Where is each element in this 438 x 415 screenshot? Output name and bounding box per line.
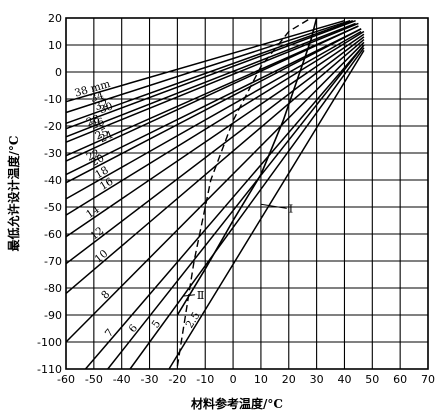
tick-labels: -60 -50 -40 -30 -20 -10 0 10 20 30 40 50 60 7020100-1… [37, 12, 435, 386]
series-lines [65, 19, 365, 370]
series-label: 10 [93, 248, 111, 266]
x-tick-label: -50 [85, 373, 103, 386]
series-label: 8 [99, 288, 112, 301]
series-label: 2.5 [184, 310, 203, 331]
series-line [65, 33, 365, 238]
series-label: 5 [150, 318, 164, 330]
series-label: 34 [89, 89, 106, 105]
y-tick-label: -80 [44, 282, 62, 295]
y-tick-label: 10 [48, 39, 62, 52]
series-label: 30 [98, 100, 115, 116]
series-line [65, 30, 362, 200]
x-tick-label: 50 [365, 373, 379, 386]
series-line [65, 19, 356, 130]
x-tick-label: -30 [141, 373, 159, 386]
series-line [65, 36, 365, 265]
x-tick-label: -10 [196, 373, 214, 386]
y-tick-label: -50 [44, 201, 62, 214]
series-line [65, 19, 354, 125]
series-label: 26 [89, 116, 106, 132]
y-tick-label: 0 [55, 66, 62, 79]
y-tick-label: -30 [44, 147, 62, 160]
curve-label: Ⅱ [197, 289, 204, 302]
series-label: 32 [93, 97, 110, 113]
series-label: 24 [98, 129, 115, 146]
y-axis-title: 最低允许设计温度/°C [6, 136, 21, 252]
y-tick-label: 20 [48, 12, 62, 25]
series-line [129, 47, 365, 370]
y-tick-label: -100 [37, 336, 62, 349]
series-line [65, 19, 345, 103]
x-tick-label: 70 [421, 373, 435, 386]
x-tick-label: -40 [113, 373, 131, 386]
x-tick-label: 60 [393, 373, 407, 386]
series-line [107, 44, 365, 370]
x-tick-label: 20 [282, 373, 296, 386]
y-tick-label: -20 [44, 120, 62, 133]
series-line [65, 28, 362, 184]
curve-line [176, 17, 312, 367]
x-tick-label: 30 [310, 373, 324, 386]
y-tick-label: -40 [44, 174, 62, 187]
series-label: 6 [127, 322, 141, 335]
curve-label: Ⅰ [289, 202, 293, 215]
y-tick-label: -10 [44, 93, 62, 106]
y-tick-label: -110 [37, 363, 62, 376]
series-line [65, 19, 351, 114]
series-label: 14 [84, 203, 102, 221]
series-label: 28 [85, 113, 102, 129]
series-label: 20 [89, 152, 106, 169]
leader-line [182, 294, 195, 297]
series-label: 18 [93, 164, 111, 181]
y-tick-label: -70 [44, 255, 62, 268]
series-line [65, 28, 362, 176]
curve-line [176, 17, 318, 316]
x-tick-label: -20 [168, 373, 186, 386]
series-label: 7 [103, 327, 116, 340]
series-line [168, 50, 365, 370]
y-tick-label: -90 [44, 309, 62, 322]
series-line [65, 41, 365, 343]
x-tick-label: 0 [230, 373, 237, 386]
series-label: 22 [85, 147, 102, 164]
series-line [84, 44, 365, 370]
series-line [65, 39, 365, 294]
series-line [65, 25, 359, 157]
x-tick-label: 10 [254, 373, 268, 386]
plot-frame [65, 17, 429, 370]
series-line [65, 25, 359, 162]
x-tick-label: -60 [57, 373, 75, 386]
series-label: 12 [88, 225, 106, 243]
x-axis-title: 材料参考温度/°C [190, 396, 283, 411]
boundary-curves [176, 17, 318, 367]
series-label: 25 [93, 126, 110, 142]
series-line [65, 22, 356, 138]
x-tick-label: 40 [337, 373, 351, 386]
series-line [65, 30, 365, 216]
leader-line [260, 203, 287, 209]
y-tick-label: -60 [44, 228, 62, 241]
